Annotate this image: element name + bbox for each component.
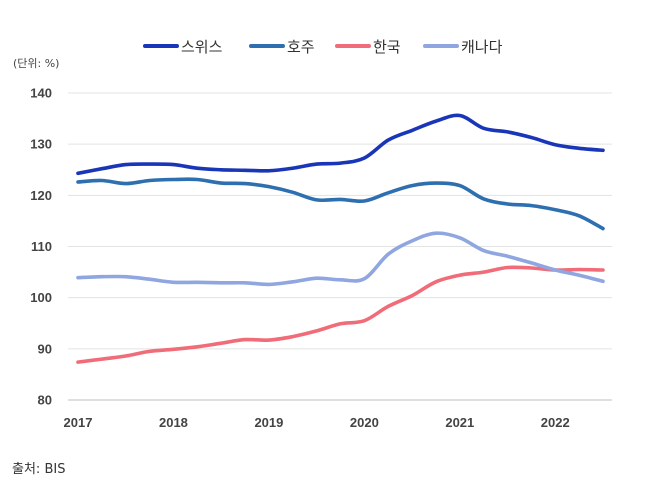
source-note: 출처: BIS bbox=[12, 458, 65, 477]
source-value: BIS bbox=[44, 462, 66, 477]
source-label: 출처: bbox=[12, 462, 41, 477]
y-tick-label: 100 bbox=[30, 290, 52, 305]
x-tick-label: 2019 bbox=[254, 415, 283, 430]
series-line-2 bbox=[76, 177, 605, 231]
series-line-3 bbox=[76, 265, 605, 364]
y-tick-label: 110 bbox=[31, 239, 52, 254]
unit-label: (단위: %) bbox=[13, 57, 59, 70]
y-tick-label: 140 bbox=[30, 86, 52, 101]
y-tick-label: 80 bbox=[38, 393, 52, 408]
legend: 스위스 호주 한국 캐나다 bbox=[143, 38, 503, 56]
series-line-1 bbox=[76, 113, 605, 176]
x-tick-label: 2022 bbox=[541, 415, 570, 430]
x-tick-label: 2017 bbox=[64, 415, 93, 430]
y-tick-label: 90 bbox=[38, 341, 52, 356]
x-tick-label: 2020 bbox=[350, 415, 379, 430]
y-tick-label: 130 bbox=[30, 137, 52, 152]
y-axis: 80 90 100 110 120 130 140 bbox=[30, 86, 52, 408]
legend-label-3: 한국 bbox=[373, 38, 401, 56]
legend-label-1: 스위스 bbox=[181, 38, 223, 56]
x-axis: 2017 2018 2019 2020 2021 2022 bbox=[64, 415, 570, 430]
x-tick-label: 2021 bbox=[445, 415, 474, 430]
x-tick-label: 2018 bbox=[159, 415, 188, 430]
legend-label-2: 호주 bbox=[287, 38, 315, 56]
legend-label-4: 캐나다 bbox=[461, 38, 503, 56]
y-tick-label: 120 bbox=[30, 188, 52, 203]
line-chart: 스위스 호주 한국 캐나다 (단위: %) 80 90 100 110 120 130 140 2… bbox=[13, 38, 612, 430]
series-lines bbox=[76, 113, 605, 364]
series-line-4 bbox=[76, 231, 605, 287]
